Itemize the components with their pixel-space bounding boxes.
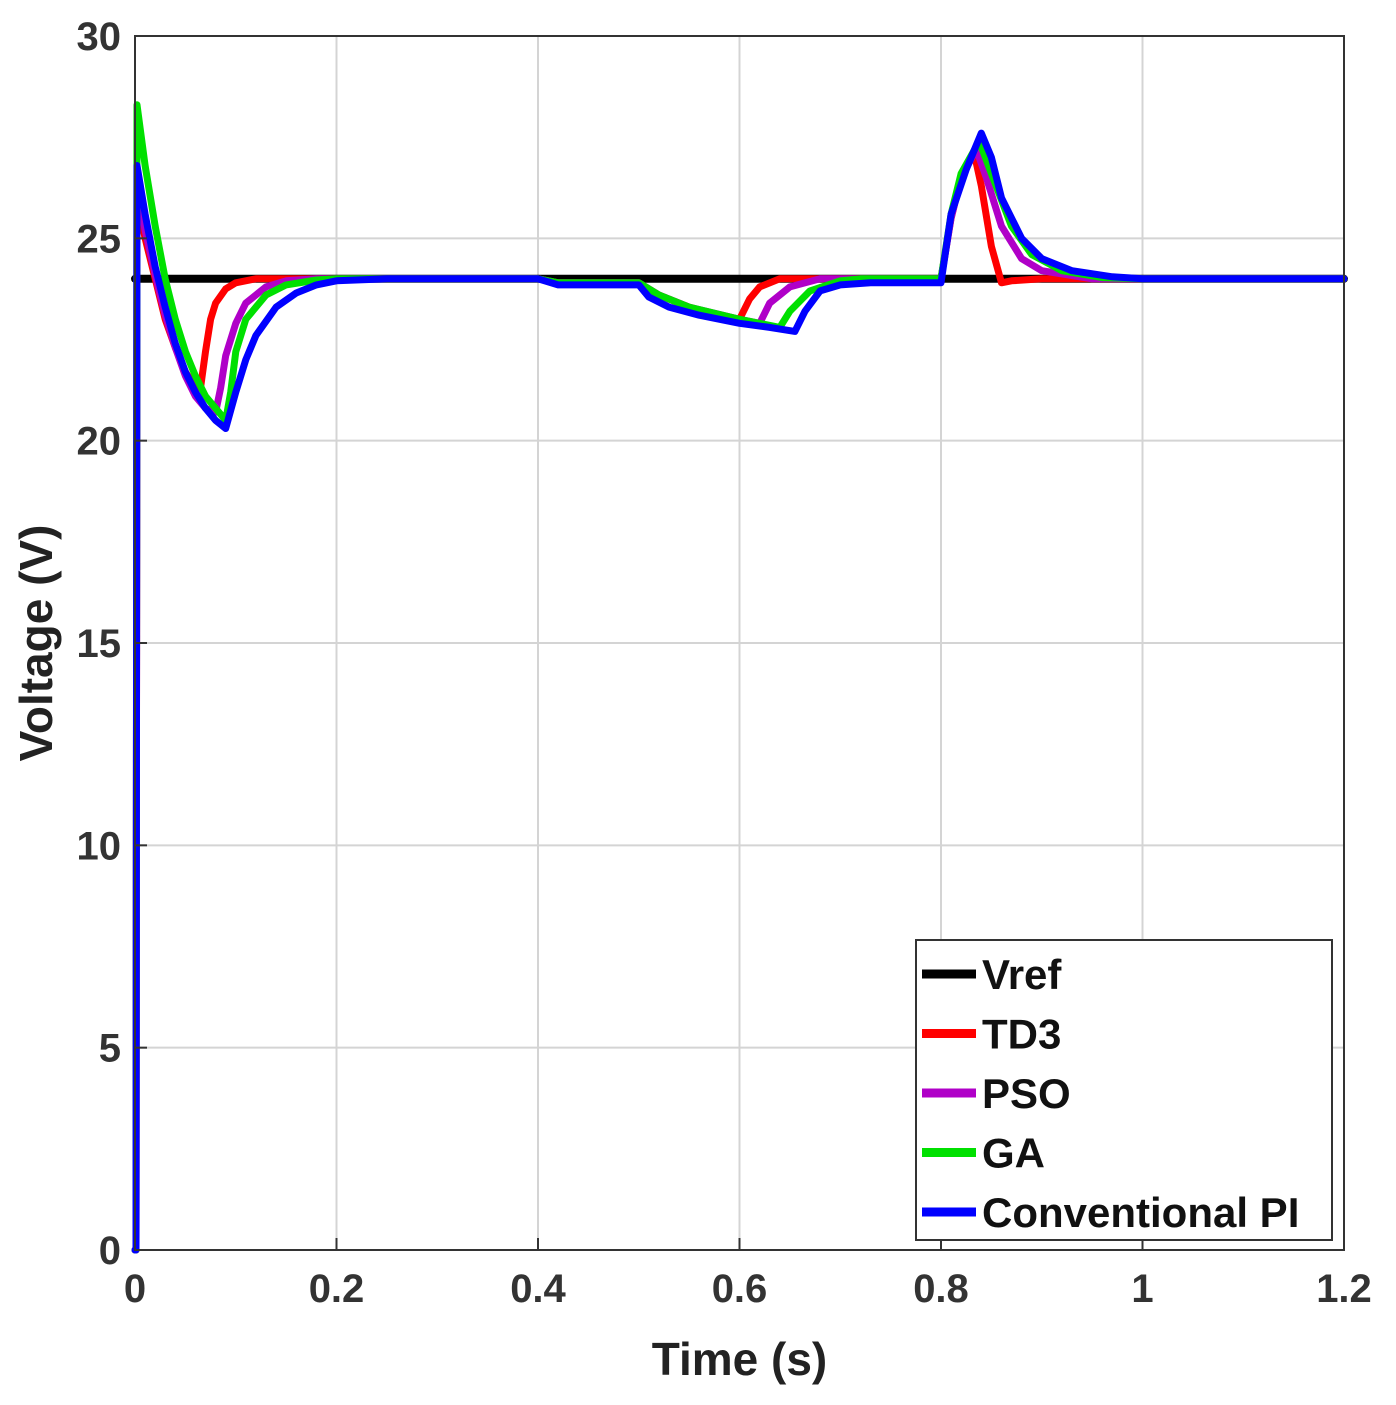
legend-label-ga: GA: [982, 1130, 1045, 1177]
x-tick-label: 1: [1131, 1267, 1153, 1311]
y-tick-label: 20: [77, 420, 122, 464]
x-tick-label: 0.6: [712, 1267, 768, 1311]
legend-label-conventional-pi: Conventional PI: [982, 1189, 1299, 1236]
y-axis-title: Voltage (V): [10, 525, 62, 762]
legend-label-vref: Vref: [982, 951, 1062, 998]
x-tick-label: 1.2: [1316, 1267, 1372, 1311]
series-lines: [131, 101, 1348, 1254]
x-tick-label: 0: [124, 1267, 146, 1311]
x-tick-label: 0.8: [913, 1267, 969, 1311]
legend-label-pso: PSO: [982, 1070, 1071, 1117]
x-tick-label: 0.4: [510, 1267, 566, 1311]
x-axis-title: Time (s): [652, 1333, 828, 1385]
y-tick-label: 25: [77, 217, 122, 261]
y-tick-label: 15: [77, 622, 122, 666]
x-tick-label: 0.2: [309, 1267, 365, 1311]
series-line-conventional-pi: [131, 129, 1348, 1254]
y-tick-label: 10: [77, 824, 122, 868]
y-axis-ticks: 0 5 10 15 20 25 30: [77, 15, 147, 1273]
y-tick-label: 5: [99, 1027, 121, 1071]
y-tick-label: 30: [77, 15, 122, 59]
y-tick-label: 0: [99, 1229, 121, 1273]
legend-box: [915, 939, 1333, 1241]
legend: Vref TD3 PSO GA Conventional PI: [915, 939, 1333, 1241]
legend-label-td3: TD3: [982, 1011, 1061, 1058]
x-axis-ticks: 0 0.2 0.4 0.6 0.8 1 1.2: [124, 1238, 1372, 1311]
